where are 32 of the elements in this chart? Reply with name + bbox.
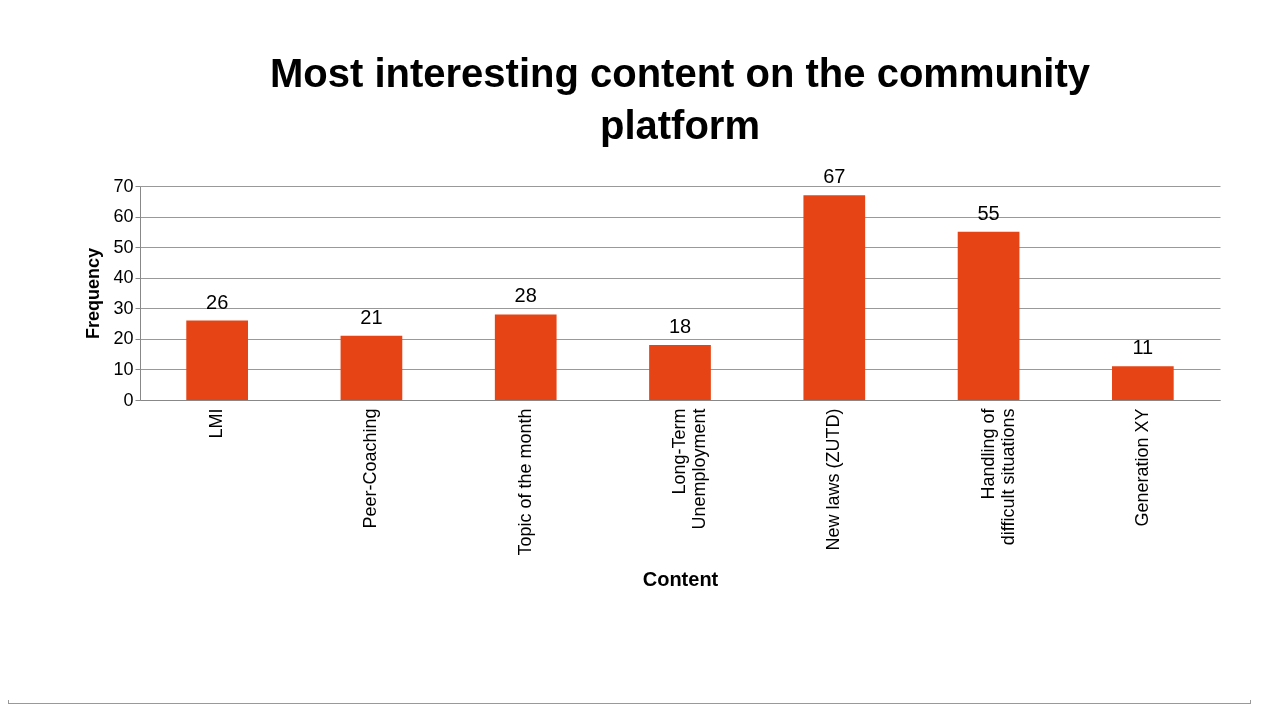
data-label: 11 bbox=[1132, 336, 1154, 359]
bar bbox=[494, 314, 557, 400]
bar bbox=[186, 320, 248, 400]
x-tick-label: Long-Term Unemployment bbox=[669, 408, 709, 530]
chart-title: Most interesting content on the community platform bbox=[269, 51, 1091, 148]
data-label: 18 bbox=[668, 314, 692, 337]
data-label: 55 bbox=[977, 201, 1000, 224]
data-label: 67 bbox=[823, 165, 846, 188]
bar bbox=[803, 195, 866, 400]
y-tick-label: 10 bbox=[113, 358, 134, 379]
x-tick-label: LMI bbox=[206, 408, 227, 439]
y-tick-label: 50 bbox=[113, 236, 134, 257]
y-tick-label: 20 bbox=[113, 328, 134, 349]
x-tick-label: Peer-Coaching bbox=[360, 408, 381, 529]
bar bbox=[340, 335, 403, 400]
x-tick-label: Handling of difficult situations bbox=[977, 407, 1018, 546]
bar bbox=[649, 344, 711, 400]
y-tick-label: 0 bbox=[123, 389, 134, 410]
y-tick-label: 70 bbox=[113, 175, 134, 196]
y-tick-label: 40 bbox=[113, 267, 134, 288]
x-tick-label: Generation XY bbox=[1131, 408, 1152, 527]
y-tick-label: 60 bbox=[113, 206, 134, 227]
bar bbox=[1112, 366, 1174, 400]
data-label: 26 bbox=[206, 290, 229, 313]
bar bbox=[957, 231, 1020, 400]
x-tick-label: Topic of the month bbox=[514, 408, 535, 556]
data-label: 28 bbox=[514, 284, 537, 307]
x-axis-title: Content bbox=[642, 567, 719, 590]
data-label: 21 bbox=[360, 305, 383, 328]
y-axis-title: Frequency bbox=[83, 247, 104, 340]
y-tick-label: 30 bbox=[113, 297, 134, 318]
x-tick-label: New laws (ZUTD) bbox=[823, 408, 844, 551]
